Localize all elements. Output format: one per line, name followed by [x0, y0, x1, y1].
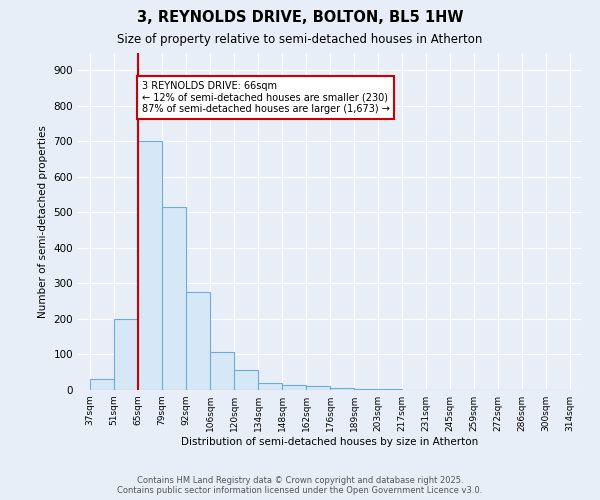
Bar [354, 388, 378, 390]
Bar [282, 386, 306, 390]
Bar [234, 370, 258, 390]
Bar [330, 388, 354, 390]
Bar [210, 352, 234, 390]
Bar [378, 388, 402, 390]
Bar [114, 319, 138, 390]
Bar [306, 386, 330, 390]
Text: Size of property relative to semi-detached houses in Atherton: Size of property relative to semi-detach… [118, 32, 482, 46]
Bar [138, 142, 162, 390]
Y-axis label: Number of semi-detached properties: Number of semi-detached properties [38, 125, 48, 318]
Text: 3 REYNOLDS DRIVE: 66sqm
← 12% of semi-detached houses are smaller (230)
87% of s: 3 REYNOLDS DRIVE: 66sqm ← 12% of semi-de… [142, 81, 389, 114]
Text: Contains HM Land Registry data © Crown copyright and database right 2025.
Contai: Contains HM Land Registry data © Crown c… [118, 476, 482, 495]
Bar [186, 292, 210, 390]
Bar [162, 207, 186, 390]
Bar [90, 380, 114, 390]
X-axis label: Distribution of semi-detached houses by size in Atherton: Distribution of semi-detached houses by … [181, 437, 479, 447]
Bar [258, 383, 282, 390]
Text: 3, REYNOLDS DRIVE, BOLTON, BL5 1HW: 3, REYNOLDS DRIVE, BOLTON, BL5 1HW [137, 10, 463, 25]
